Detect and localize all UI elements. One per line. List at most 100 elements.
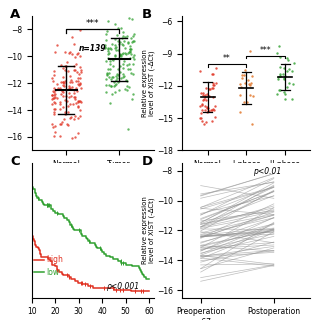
Point bbox=[71, 42, 76, 47]
Point bbox=[123, 86, 128, 91]
Point bbox=[209, 119, 214, 124]
Point bbox=[199, 118, 204, 124]
Point bbox=[75, 69, 80, 75]
Point bbox=[60, 65, 65, 70]
Point bbox=[51, 134, 56, 139]
Point bbox=[104, 76, 109, 82]
Point bbox=[120, 61, 125, 67]
Point bbox=[114, 76, 119, 81]
Point bbox=[66, 123, 71, 128]
Point bbox=[106, 19, 111, 24]
Point bbox=[291, 81, 296, 86]
Point bbox=[59, 92, 64, 97]
Point bbox=[50, 101, 55, 106]
Point bbox=[52, 95, 57, 100]
Point bbox=[113, 48, 118, 53]
Point bbox=[78, 68, 84, 73]
Point bbox=[53, 151, 58, 156]
Point bbox=[75, 76, 80, 81]
Point bbox=[103, 42, 108, 47]
Point bbox=[78, 85, 83, 90]
Y-axis label: Relative expression
level of XIST (-∆Ct): Relative expression level of XIST (-∆Ct) bbox=[142, 196, 155, 264]
Point bbox=[52, 50, 58, 55]
Point bbox=[71, 64, 76, 69]
Point bbox=[77, 28, 83, 33]
Point bbox=[108, 84, 113, 89]
Point bbox=[211, 107, 216, 112]
Point bbox=[130, 71, 135, 76]
Point bbox=[241, 99, 246, 104]
Point bbox=[63, 49, 68, 54]
Point bbox=[117, 11, 122, 16]
Point bbox=[123, 52, 128, 57]
Point bbox=[66, 91, 71, 96]
Point bbox=[200, 98, 205, 103]
Point bbox=[113, 21, 118, 27]
Point bbox=[106, 7, 111, 12]
Point bbox=[52, 112, 57, 117]
Point bbox=[52, 100, 58, 106]
Point bbox=[211, 83, 216, 88]
Text: high: high bbox=[46, 255, 63, 264]
Point bbox=[106, 49, 111, 54]
Point bbox=[112, 80, 117, 85]
Point bbox=[115, 79, 120, 84]
Point bbox=[58, 134, 63, 139]
Point bbox=[59, 62, 64, 68]
Point bbox=[206, 93, 212, 99]
Point bbox=[59, 119, 64, 124]
Point bbox=[109, 91, 115, 96]
Point bbox=[277, 54, 282, 59]
Point bbox=[116, 42, 122, 47]
Point bbox=[117, 52, 122, 57]
Point bbox=[208, 86, 213, 92]
Point bbox=[282, 89, 287, 94]
Point bbox=[124, 62, 130, 67]
Point bbox=[238, 84, 244, 90]
Point bbox=[78, 69, 84, 74]
Point bbox=[208, 107, 213, 112]
Point bbox=[63, 98, 68, 103]
Point bbox=[125, 83, 130, 88]
Point bbox=[49, 92, 54, 97]
Point bbox=[75, 88, 80, 93]
Point bbox=[199, 110, 204, 116]
Point bbox=[73, 100, 78, 105]
Point bbox=[107, 100, 112, 105]
Point bbox=[73, 86, 78, 91]
Point bbox=[211, 80, 216, 85]
Point bbox=[237, 109, 243, 115]
Point bbox=[248, 83, 253, 88]
Point bbox=[129, 40, 134, 45]
Point bbox=[207, 86, 212, 91]
Point bbox=[102, 45, 108, 51]
Point bbox=[72, 68, 77, 73]
Point bbox=[278, 88, 283, 93]
Point bbox=[245, 78, 250, 83]
Point bbox=[128, 47, 133, 52]
Point bbox=[71, 88, 76, 93]
Point bbox=[51, 68, 56, 73]
Point bbox=[122, 58, 127, 63]
Point bbox=[106, 10, 111, 15]
Point bbox=[128, 71, 133, 76]
Point bbox=[70, 52, 75, 57]
Point bbox=[70, 135, 75, 140]
Point bbox=[249, 80, 254, 85]
Point bbox=[118, 40, 123, 45]
Point bbox=[127, 46, 132, 52]
Point bbox=[275, 77, 280, 82]
Point bbox=[67, 85, 72, 90]
Point bbox=[52, 123, 57, 128]
Point bbox=[201, 93, 206, 98]
Text: ***: *** bbox=[260, 46, 272, 55]
Point bbox=[60, 79, 65, 84]
Y-axis label: Relative expression
level of XIST (-∆Ct): Relative expression level of XIST (-∆Ct) bbox=[142, 49, 155, 117]
Point bbox=[123, 51, 128, 56]
Point bbox=[58, 99, 63, 104]
Point bbox=[51, 79, 56, 84]
Point bbox=[60, 74, 66, 79]
Point bbox=[77, 113, 82, 118]
Point bbox=[109, 75, 114, 80]
Point bbox=[199, 115, 204, 120]
